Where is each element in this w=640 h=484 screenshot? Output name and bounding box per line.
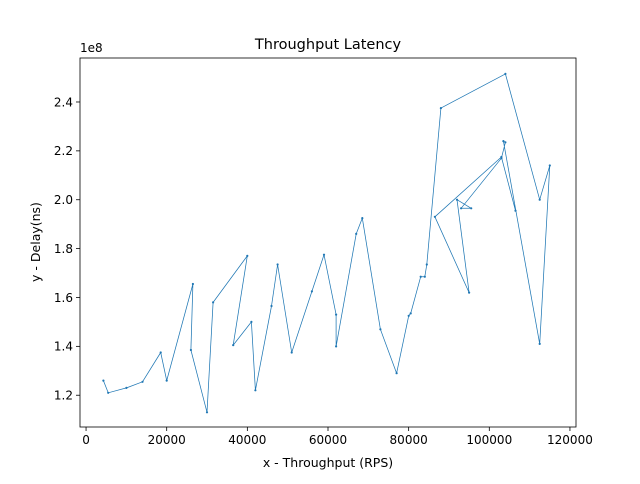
- data-point: [125, 386, 128, 389]
- data-point: [395, 372, 398, 375]
- data-point: [189, 348, 192, 352]
- data-point: [290, 351, 293, 354]
- data-point: [246, 254, 249, 257]
- data-point: [379, 328, 382, 331]
- chart-title: Throughput Latency: [254, 37, 402, 53]
- data-point: [504, 141, 507, 144]
- data-point: [538, 198, 541, 201]
- y-tick-label: 1.4: [54, 340, 73, 354]
- x-tick-label: 0: [82, 433, 90, 447]
- y-axis-offset-label: 1e8: [80, 41, 103, 55]
- x-tick-label: 100000: [466, 433, 512, 447]
- y-axis-label: y - Delay(ns): [28, 202, 43, 282]
- y-tick-label: 2.4: [54, 95, 73, 109]
- data-point: [165, 379, 168, 382]
- data-point: [468, 291, 471, 294]
- data-point: [419, 275, 422, 278]
- data-point: [407, 314, 410, 317]
- data-point: [455, 198, 459, 201]
- data-point: [107, 391, 110, 394]
- x-axis-ticks: 0 20000 40000 60000 80000 100000 120000: [82, 427, 593, 447]
- data-point: [423, 275, 426, 278]
- data-point: [276, 263, 279, 266]
- data-point: [425, 263, 428, 266]
- data-point: [232, 344, 235, 347]
- y-tick-label: 1.6: [54, 291, 73, 305]
- x-tick-label: 40000: [228, 433, 266, 447]
- data-point: [250, 320, 253, 323]
- plot-area: [102, 72, 551, 414]
- y-tick-label: 1.2: [54, 389, 73, 403]
- x-tick-label: 60000: [309, 433, 347, 447]
- data-point: [335, 313, 338, 316]
- x-tick-label: 120000: [547, 433, 593, 447]
- x-tick-label: 20000: [148, 433, 186, 447]
- data-point: [191, 282, 194, 286]
- data-point: [514, 209, 517, 212]
- data-point: [500, 155, 503, 159]
- y-tick-label: 2.0: [54, 193, 73, 207]
- data-point: [548, 164, 551, 167]
- data-point: [433, 215, 436, 218]
- data-point: [322, 253, 326, 256]
- data-point: [212, 301, 215, 304]
- data-point: [310, 290, 313, 293]
- data-point: [355, 232, 358, 235]
- data-point: [254, 389, 257, 392]
- y-tick-label: 1.8: [54, 242, 73, 256]
- y-tick-label: 2.2: [54, 144, 73, 158]
- data-point: [538, 342, 541, 345]
- data-point: [141, 380, 144, 383]
- data-point: [159, 351, 162, 354]
- data-point: [335, 345, 338, 348]
- data-point: [470, 207, 473, 210]
- data-point: [460, 207, 463, 210]
- data-point: [504, 72, 507, 75]
- y-axis-ticks: 1.2 1.4 1.6 1.8 2.0 2.2 2.4: [54, 95, 80, 403]
- data-point: [502, 140, 505, 143]
- x-tick-label: 80000: [390, 433, 428, 447]
- data-point: [361, 217, 364, 220]
- data-point: [409, 312, 412, 315]
- x-axis-label: x - Throughput (RPS): [263, 455, 393, 470]
- data-point: [205, 411, 209, 414]
- data-point: [270, 304, 273, 308]
- data-point: [102, 379, 105, 382]
- data-point: [439, 107, 442, 110]
